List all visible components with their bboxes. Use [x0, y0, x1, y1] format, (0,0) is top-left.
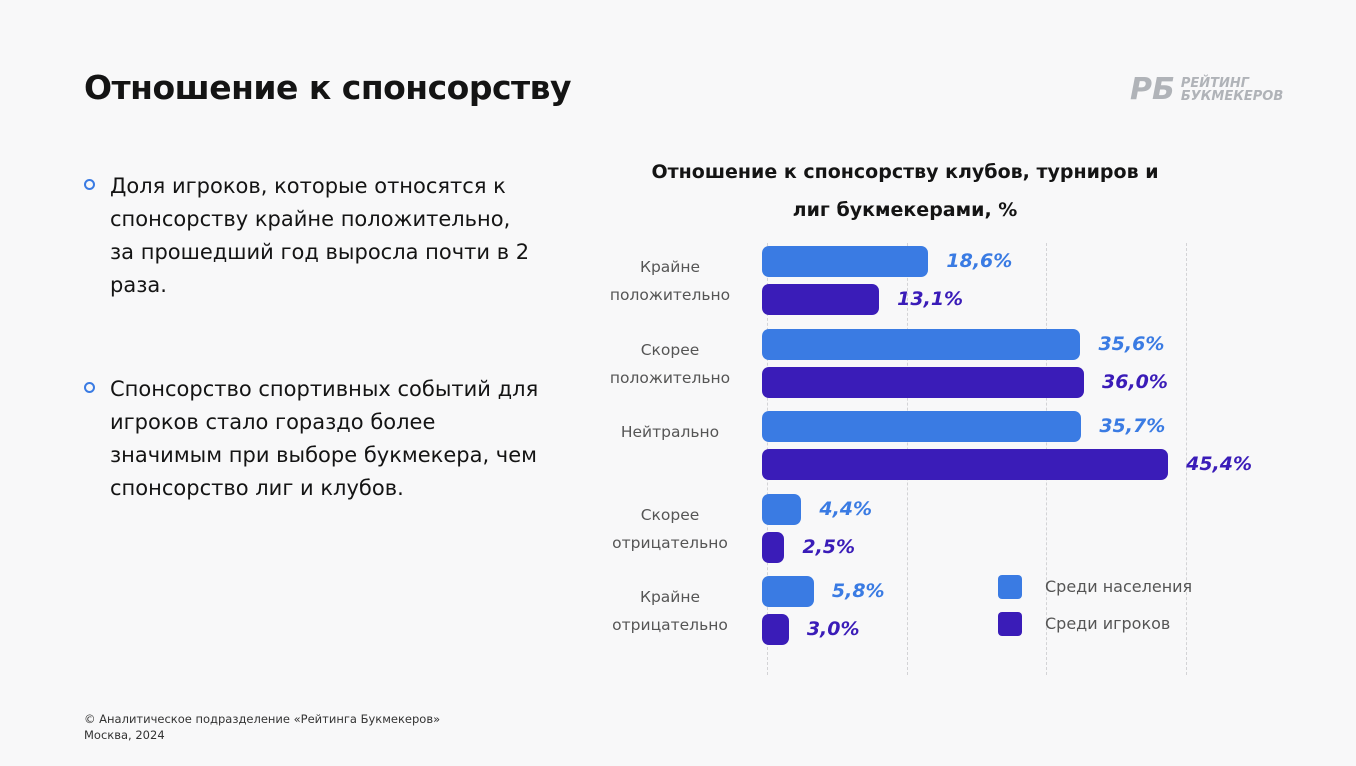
bar	[762, 531, 785, 563]
value-label: 45,4%	[1186, 453, 1253, 475]
value-label: 2,5%	[802, 535, 856, 558]
category-label: Крайне отрицательно	[612, 588, 728, 634]
value-label: 4,4%	[819, 497, 873, 520]
footer-line: © Аналитическое подразделение «Рейтинга …	[84, 712, 441, 726]
value-label: 5,8%	[831, 580, 885, 602]
category-label: Скорее положительно	[609, 340, 731, 387]
bar	[762, 284, 880, 315]
category-label: Скорее отрицательно	[612, 505, 728, 552]
category-label: Крайне положительно	[609, 258, 731, 304]
value-label: 35,7%	[1099, 415, 1166, 437]
bullet-dot	[84, 179, 95, 190]
chart-title: Отношение к спонсорству клубов, турниров…	[651, 161, 1159, 221]
bar	[762, 366, 1085, 398]
slide-title: Отношение к спонсорству	[84, 68, 572, 107]
footer-line: Москва, 2024	[84, 728, 165, 742]
bar	[762, 576, 814, 607]
value-label: 13,1%	[897, 288, 964, 310]
bar	[762, 614, 789, 645]
legend-label: Среди игроков	[1045, 614, 1171, 633]
bar	[762, 493, 802, 525]
logo-line: РЕЙТИНГ	[1180, 75, 1250, 91]
value-label: 18,6%	[946, 250, 1013, 272]
bullet-text: Спонсорство спортивных событий для игрок…	[110, 377, 539, 500]
bar	[762, 449, 1169, 480]
category-label: Нейтрально	[620, 423, 720, 441]
legend-swatch	[998, 575, 1022, 599]
footer: © Аналитическое подразделение «Рейтинга …	[84, 711, 440, 743]
value-label: 36,0%	[1102, 370, 1168, 393]
value-label: 3,0%	[806, 618, 860, 640]
grid-line	[1186, 243, 1187, 675]
bar	[762, 246, 929, 277]
bullet-text: Доля игроков, которые относятся к спонсо…	[110, 174, 530, 297]
legend-label: Среди населения	[1045, 577, 1193, 596]
bar	[762, 411, 1082, 442]
bullet-dot	[84, 382, 95, 393]
value-label: 35,6%	[1098, 332, 1165, 355]
logo-line: БУКМЕКЕРОВ	[1180, 88, 1284, 104]
logo: РБ РЕЙТИНГ БУКМЕКЕРОВ	[1130, 72, 1283, 107]
bar	[762, 328, 1081, 360]
logo-mark: РБ	[1130, 72, 1175, 107]
logo-text: РЕЙТИНГ БУКМЕКЕРОВ	[1181, 77, 1283, 103]
legend-swatch	[998, 612, 1022, 636]
